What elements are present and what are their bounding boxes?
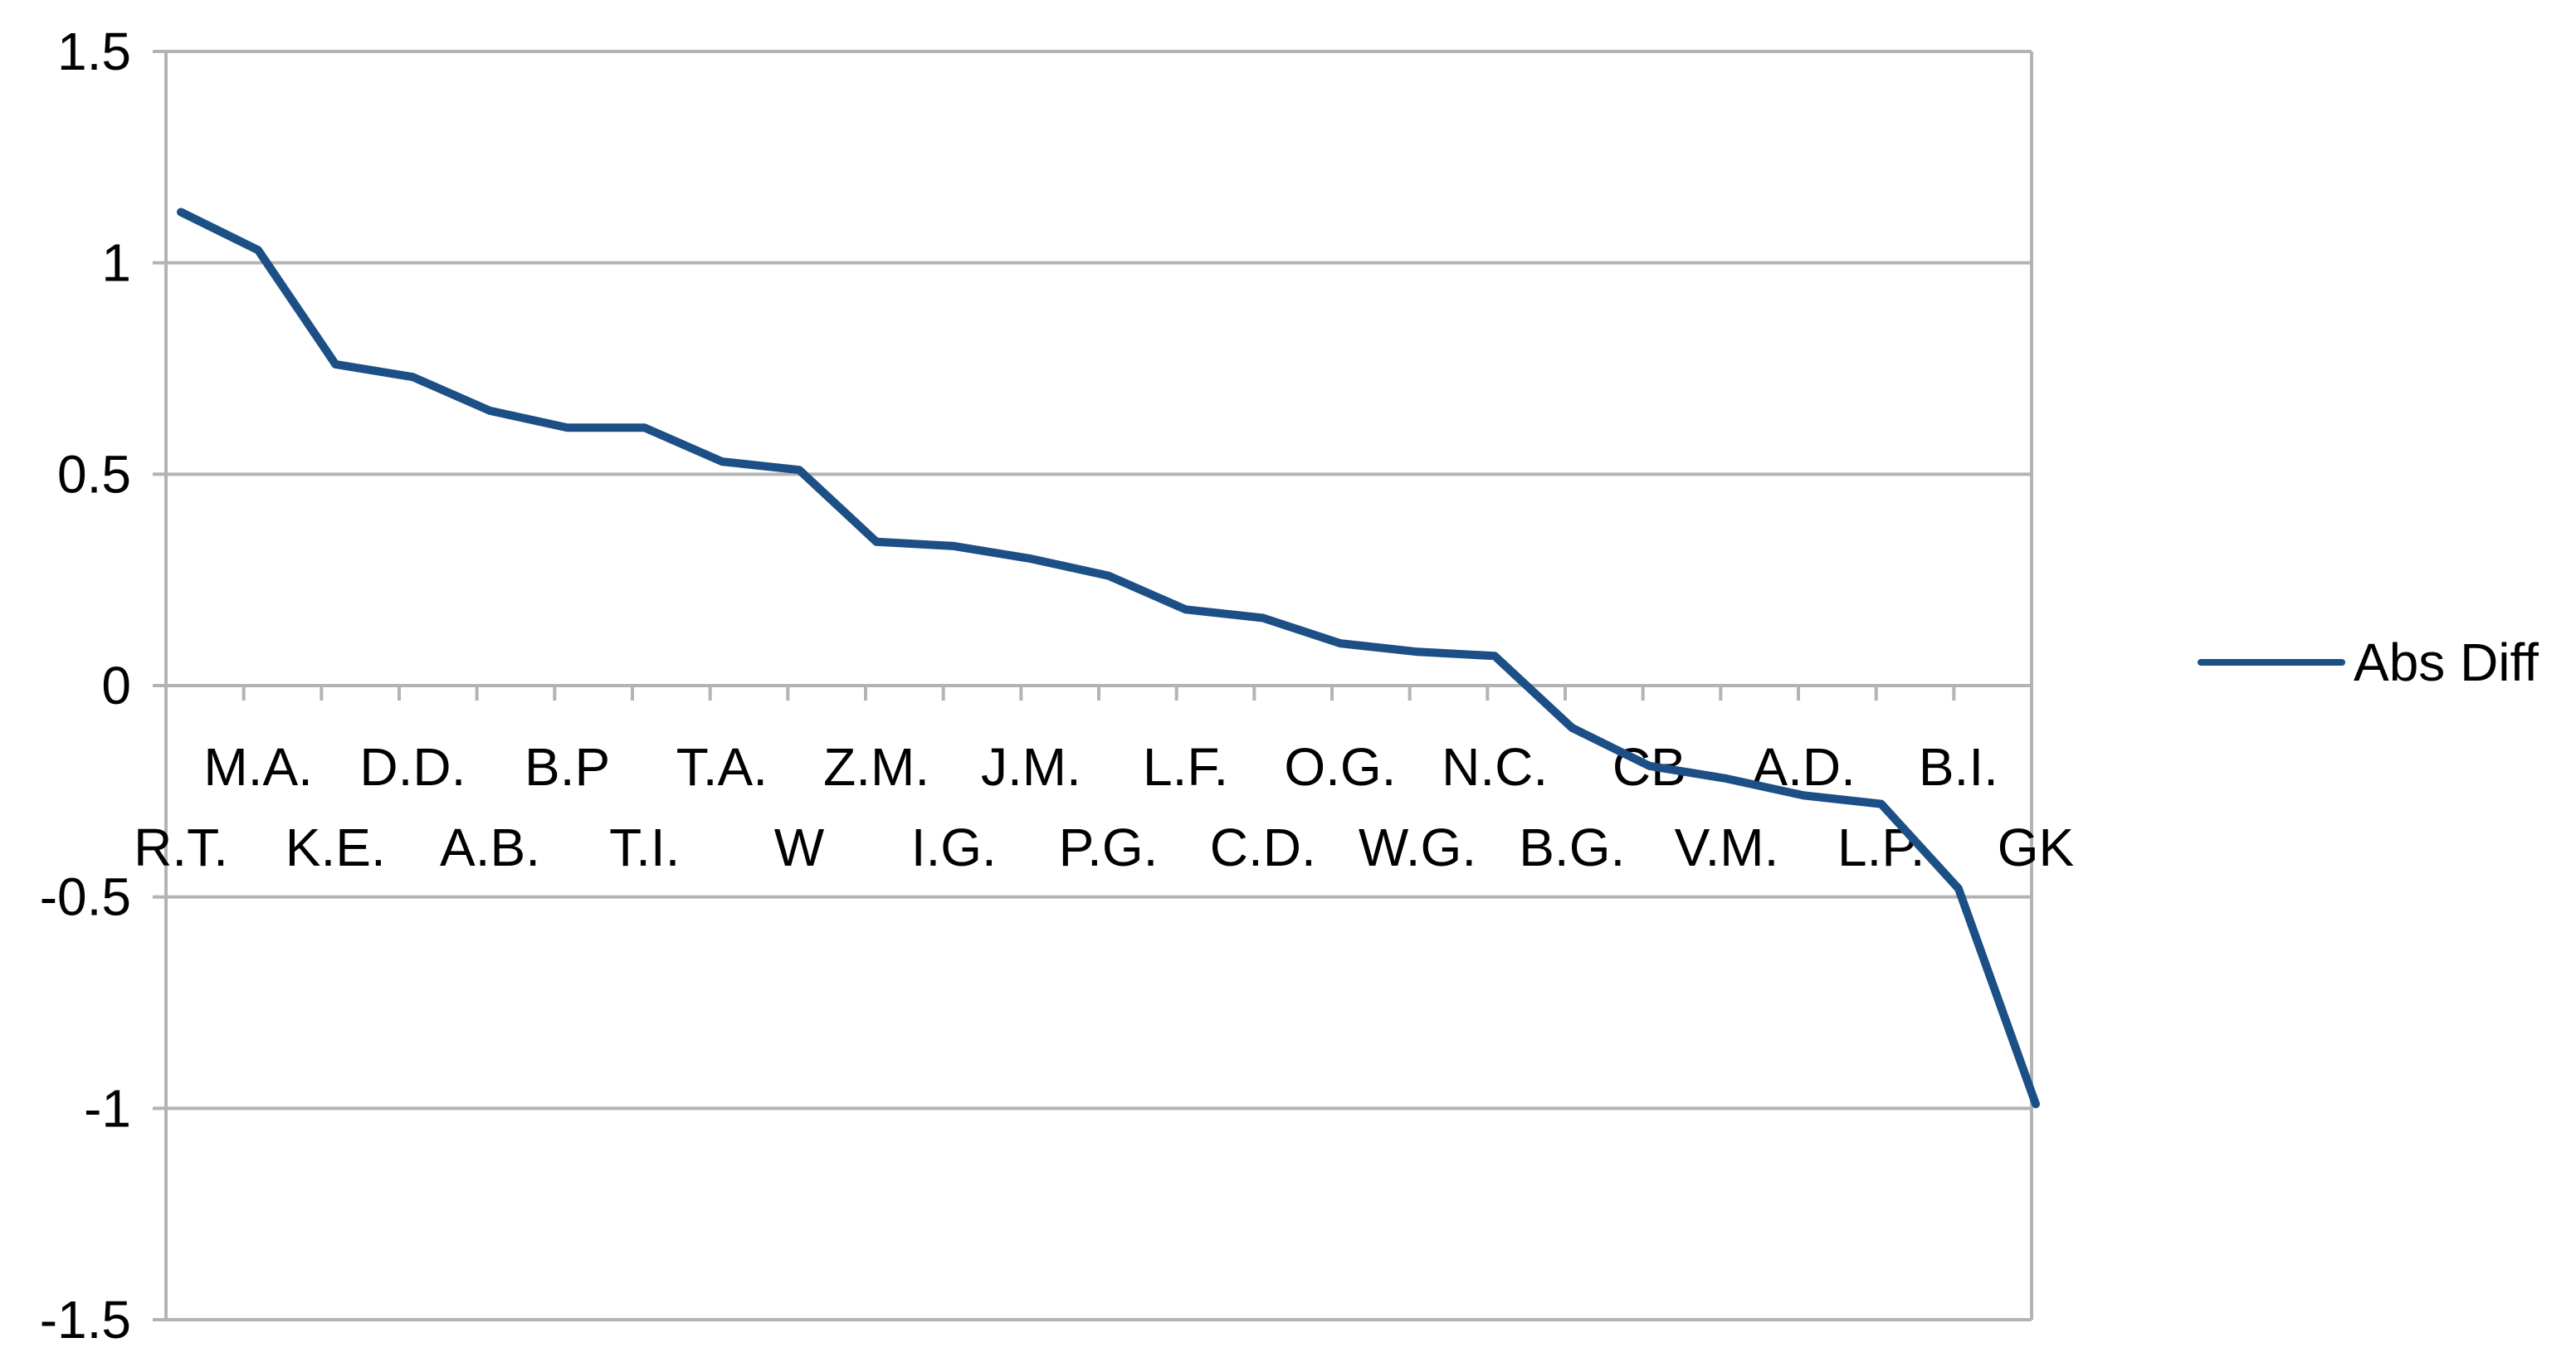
x-tick-label: P.G. <box>1059 818 1159 877</box>
x-tick-label: B.G. <box>1519 818 1625 877</box>
y-tick-label: 0.5 <box>57 444 131 504</box>
y-tick-label: 1 <box>101 233 131 293</box>
x-tick-label: I.G. <box>911 818 997 877</box>
x-tick-label: L.P. <box>1837 818 1925 877</box>
axes <box>153 50 2033 1321</box>
x-tick-label: W.G. <box>1359 818 1476 877</box>
x-tick-label: A.B. <box>440 818 540 877</box>
x-tick-label: L.F. <box>1143 737 1228 797</box>
x-tick-labels: R.T. M.A. K.E. D.D. A.B. B.P T.I. T.A.W Z.M. I.G.… <box>134 737 2074 877</box>
x-tick-label: O.G. <box>1284 737 1396 797</box>
x-tick-label: T.I. <box>609 818 680 877</box>
x-tick-label: R.T. <box>134 818 228 877</box>
x-tick-label: B.I. <box>1919 737 1998 797</box>
x-tick-label: N.C. <box>1442 737 1548 797</box>
series-lines <box>177 208 2040 1109</box>
x-tick-label: K.E. <box>285 818 386 877</box>
legend-label-abs-diff: Abs Diff <box>2354 632 2539 692</box>
x-tick-label: T.A. <box>676 737 768 797</box>
x-tick-label: M.A. <box>203 737 313 797</box>
y-tick-label: -0.5 <box>40 867 131 927</box>
y-tick-label: -1.5 <box>40 1290 131 1350</box>
x-tick-label: V.M. <box>1675 818 1779 877</box>
series-line-abs-diff <box>177 208 2040 1109</box>
x-tick-label: GK <box>1998 818 2074 877</box>
x-tick-label: C.D. <box>1210 818 1316 877</box>
y-tick-labels: -1.5 -1 -0.5 0 0.5 1 1.5 <box>40 22 131 1350</box>
x-tick-label: J.M. <box>981 737 1081 797</box>
legend: Abs Diff <box>2198 632 2539 692</box>
y-tick-label: -1 <box>84 1078 131 1138</box>
y-tick-label: 1.5 <box>57 22 131 81</box>
y-tick-label: 0 <box>101 656 131 715</box>
x-tick-label: B.P <box>524 737 610 797</box>
x-tick-label: D.D. <box>359 737 466 797</box>
x-tick-label: Z.M. <box>823 737 929 797</box>
x-tick-label: W <box>774 818 825 877</box>
